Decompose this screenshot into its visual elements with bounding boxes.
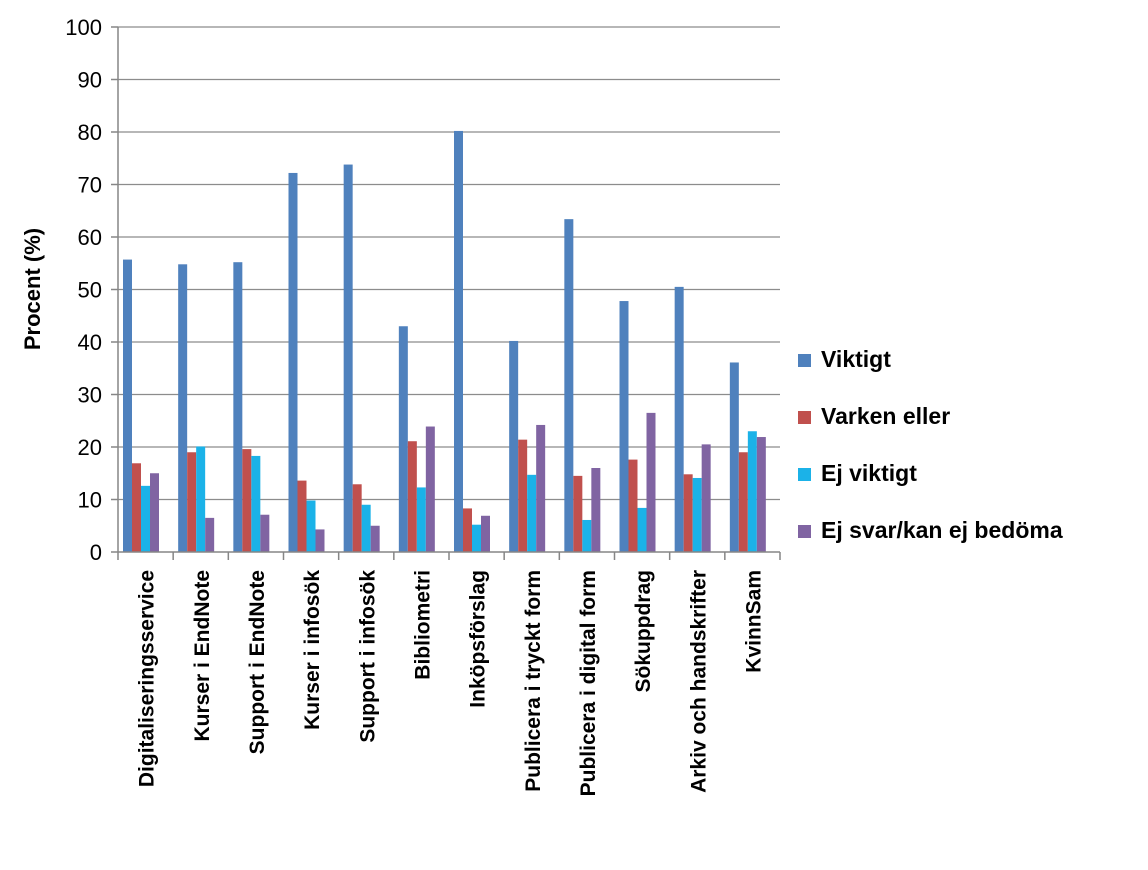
bar [196,446,206,552]
bar [637,507,647,552]
bar [756,437,766,552]
legend-label: Varken eller [821,403,950,429]
x-tick-label: Support i infosök [356,570,379,743]
y-tick-label: 20 [78,435,102,460]
y-axis-title: Procent (%) [20,228,45,350]
bar [361,504,371,552]
bar [646,412,656,552]
bar [150,473,159,552]
bar [187,452,197,552]
x-tick-label: Support i EndNote [246,570,269,754]
bars [123,130,766,553]
bar [518,439,528,552]
bar [573,475,583,552]
bar [123,259,132,552]
legend-swatch [798,411,811,424]
bar [407,441,417,552]
bar [509,340,519,552]
bar [260,514,270,552]
y-tick-label: 10 [78,488,102,513]
bar [692,477,702,552]
bar [416,487,426,552]
bar [454,130,463,552]
bar [628,459,638,552]
bar [343,164,353,553]
bar [481,515,490,552]
x-tick-label: Bibliometri [411,570,434,680]
bar [738,452,748,552]
bar [352,484,362,552]
x-tick-label: Sökuppdrag [632,570,655,693]
legend-label: Ej viktigt [821,460,917,486]
bar [701,444,711,552]
x-tick-labels: Digitaliseringsservice Kurser i EndNote Su… [136,570,766,797]
axes [111,26,781,560]
y-tick-labels: 0 10 20 30 40 50 60 70 80 90 100 [65,15,102,565]
legend-label: Viktigt [821,346,891,372]
bar [674,286,684,552]
x-tick-label: Digitaliseringsservice [136,570,159,787]
bar [619,301,629,552]
bar [370,525,380,552]
bar [683,474,693,552]
bar [288,172,298,552]
y-tick-label: 40 [78,330,102,355]
bar [472,524,481,552]
bar [233,262,243,552]
legend: Viktigt Varken eller Ej viktigt Ej svar/kan… [798,346,1063,543]
x-tick-label: Inköpsförslag [467,570,490,708]
bar [251,455,261,552]
y-tick-label: 30 [78,383,102,408]
bar [306,500,316,552]
y-tick-label: 80 [78,120,102,145]
bar [527,474,537,552]
bar [536,424,546,552]
bar [132,463,141,552]
x-tick-label: KvinnSam [742,570,765,673]
bar [315,529,325,552]
bar [729,362,739,552]
legend-swatch [798,354,811,367]
bar [425,426,435,552]
bar [178,264,188,552]
y-tick-label: 100 [65,15,102,40]
x-tick-label: Publicera i tryckt form [522,570,545,792]
y-tick-label: 50 [78,278,102,303]
bar [297,480,307,552]
y-tick-label: 60 [78,225,102,250]
gridlines [118,26,780,501]
bar [591,468,601,552]
bar [463,508,472,552]
legend-swatch [798,525,811,538]
bar [564,219,574,552]
bar [582,519,592,552]
y-tick-label: 0 [90,540,102,565]
legend-label: Ej svar/kan ej bedöma [821,517,1063,543]
bar [141,485,150,552]
y-tick-label: 70 [78,173,102,198]
y-tick-label: 90 [78,68,102,93]
x-tick-label: Publicera i digital form [577,570,600,796]
x-tick-label: Kurser i EndNote [191,570,214,742]
x-tick-label: Arkiv och handskrifter [687,570,710,793]
bar [398,326,408,552]
legend-swatch [798,468,811,481]
x-tick-label: Kurser i infosök [301,570,324,730]
bar [205,517,215,552]
bar [747,431,757,552]
bar [242,449,252,552]
